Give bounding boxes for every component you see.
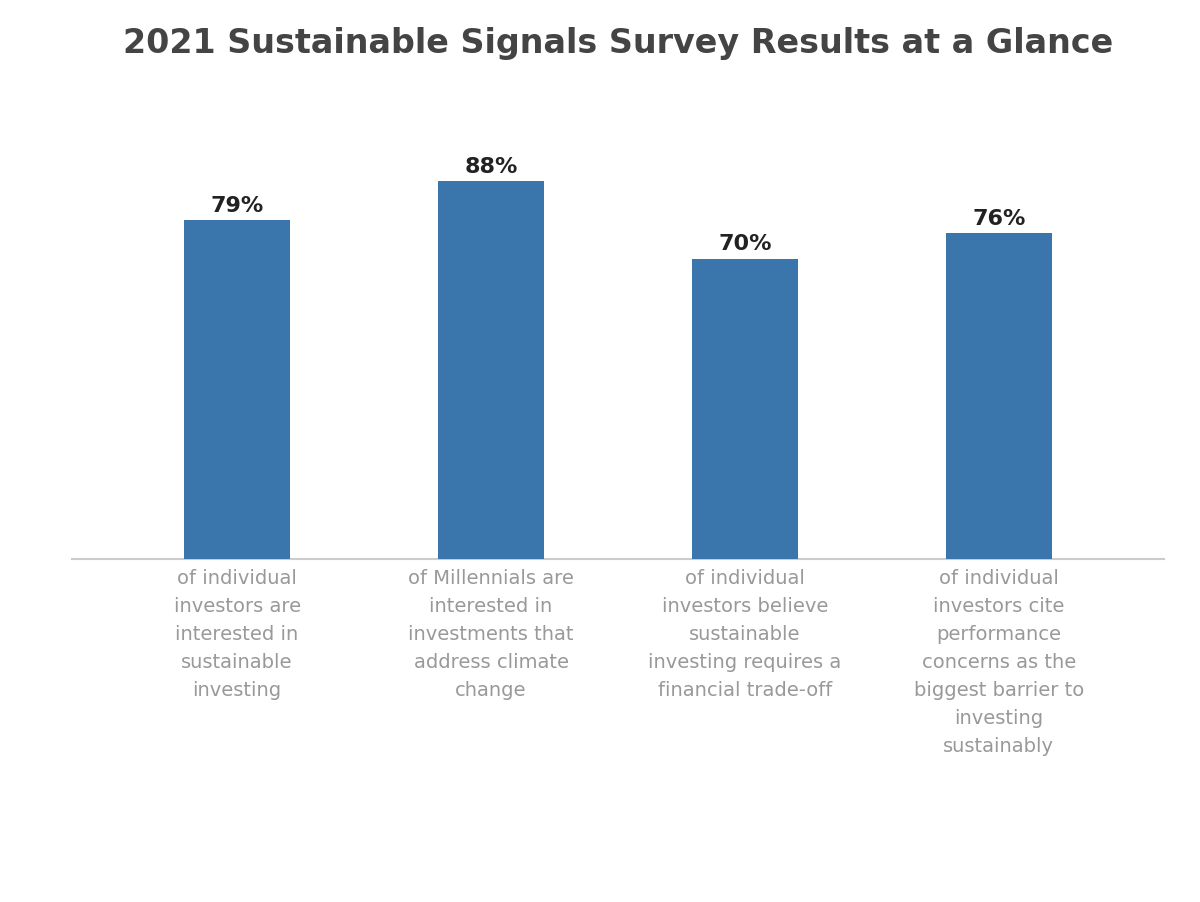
Title: 2021 Sustainable Signals Survey Results at a Glance: 2021 Sustainable Signals Survey Results …: [122, 27, 1114, 60]
Text: 76%: 76%: [972, 208, 1026, 228]
Bar: [438, 181, 545, 559]
Text: 79%: 79%: [210, 196, 264, 216]
Bar: [184, 220, 290, 559]
Text: 70%: 70%: [719, 235, 772, 254]
Text: 88%: 88%: [464, 157, 517, 177]
Bar: [691, 259, 798, 559]
Bar: [946, 233, 1052, 559]
